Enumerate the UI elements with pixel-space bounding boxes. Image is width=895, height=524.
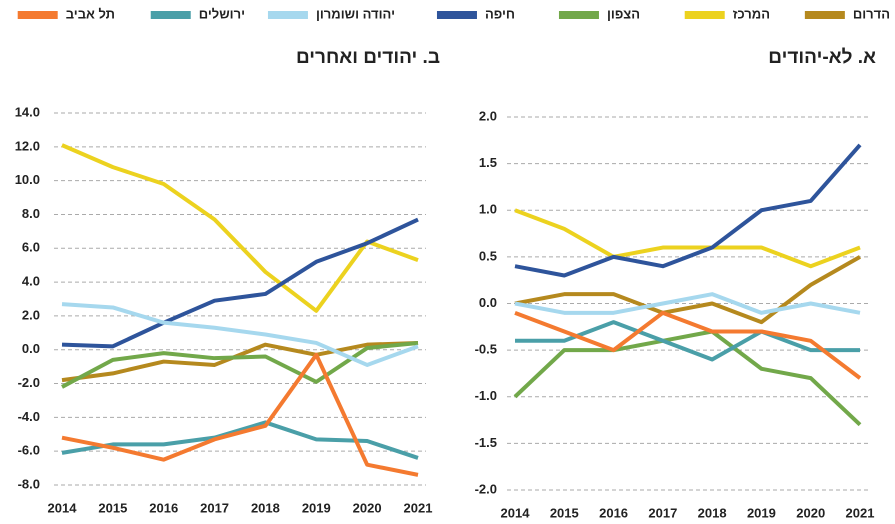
x-tick-label: 2018 <box>251 500 280 515</box>
legend-label: יהודה ושומרון <box>316 6 395 21</box>
y-tick-label: 0.0 <box>479 295 497 310</box>
y-tick-label: -1.5 <box>475 435 497 450</box>
y-tick-label: 1.0 <box>479 202 497 217</box>
y-tick-label: -2.0 <box>18 375 40 390</box>
x-tick-label: 2019 <box>302 500 331 515</box>
y-tick-label: -0.5 <box>475 342 497 357</box>
x-tick-label: 2015 <box>550 505 579 520</box>
y-tick-label: 14.0 <box>15 104 40 119</box>
x-tick-label: 2018 <box>698 505 727 520</box>
y-tick-label: 4.0 <box>22 274 40 289</box>
y-tick-label: 6.0 <box>22 240 40 255</box>
series-line <box>61 217 419 349</box>
y-tick-label: 2.0 <box>479 108 497 123</box>
legend-swatch <box>17 11 58 19</box>
chart-title: א. לא-יהודים <box>768 47 876 68</box>
y-tick-label: -4.0 <box>18 409 40 424</box>
series-line <box>514 143 862 278</box>
x-tick-label: 2021 <box>404 500 433 515</box>
x-tick-label: 2020 <box>353 500 382 515</box>
legend-label: חיפה <box>485 6 515 21</box>
y-tick-label: 1.5 <box>479 155 497 170</box>
legend-swatch <box>684 11 725 19</box>
series-line <box>514 292 861 315</box>
y-tick-label: 2.0 <box>22 307 40 322</box>
y-tick-label: 0.0 <box>22 341 40 356</box>
y-tick-label: 12.0 <box>15 138 40 153</box>
legend-swatch <box>804 11 845 19</box>
x-tick-label: 2016 <box>599 505 628 520</box>
series-line <box>515 320 860 362</box>
legend-swatch <box>150 11 191 19</box>
y-tick-label: 8.0 <box>22 206 40 221</box>
x-tick-label: 2020 <box>796 505 825 520</box>
series-line <box>61 340 419 389</box>
y-tick-label: -1.0 <box>475 388 497 403</box>
x-tick-label: 2015 <box>98 500 127 515</box>
legend-label: ירושלים <box>199 6 245 21</box>
x-tick-label: 2017 <box>648 505 677 520</box>
series-line <box>61 143 419 313</box>
legend-label: תל אביב <box>66 6 115 21</box>
series-line <box>61 340 419 383</box>
legend-swatch <box>436 11 477 19</box>
series-line <box>61 352 419 477</box>
x-tick-label: 2014 <box>501 505 531 520</box>
x-tick-label: 2014 <box>48 500 78 515</box>
chart-title: ב. יהודים ואחרים <box>296 47 440 68</box>
legend-label: הצפון <box>607 6 640 21</box>
legend-label: המרכז <box>733 6 770 21</box>
legend-label: הדרום <box>853 6 890 21</box>
series-line <box>61 420 419 460</box>
y-tick-label: -2.0 <box>475 481 497 496</box>
series-line <box>514 208 861 269</box>
y-tick-label: 0.5 <box>479 248 497 263</box>
x-tick-label: 2016 <box>149 500 178 515</box>
series-line <box>514 310 862 380</box>
y-tick-label: -6.0 <box>18 443 40 458</box>
series-line <box>513 329 862 427</box>
y-tick-label: 10.0 <box>15 172 40 187</box>
x-tick-label: 2019 <box>747 505 776 520</box>
series-line <box>514 255 861 325</box>
series-line <box>61 302 419 367</box>
x-tick-label: 2021 <box>846 505 875 520</box>
x-tick-label: 2017 <box>200 500 229 515</box>
y-tick-label: -8.0 <box>18 476 40 491</box>
legend-swatch <box>558 11 599 19</box>
legend-swatch <box>267 11 308 19</box>
